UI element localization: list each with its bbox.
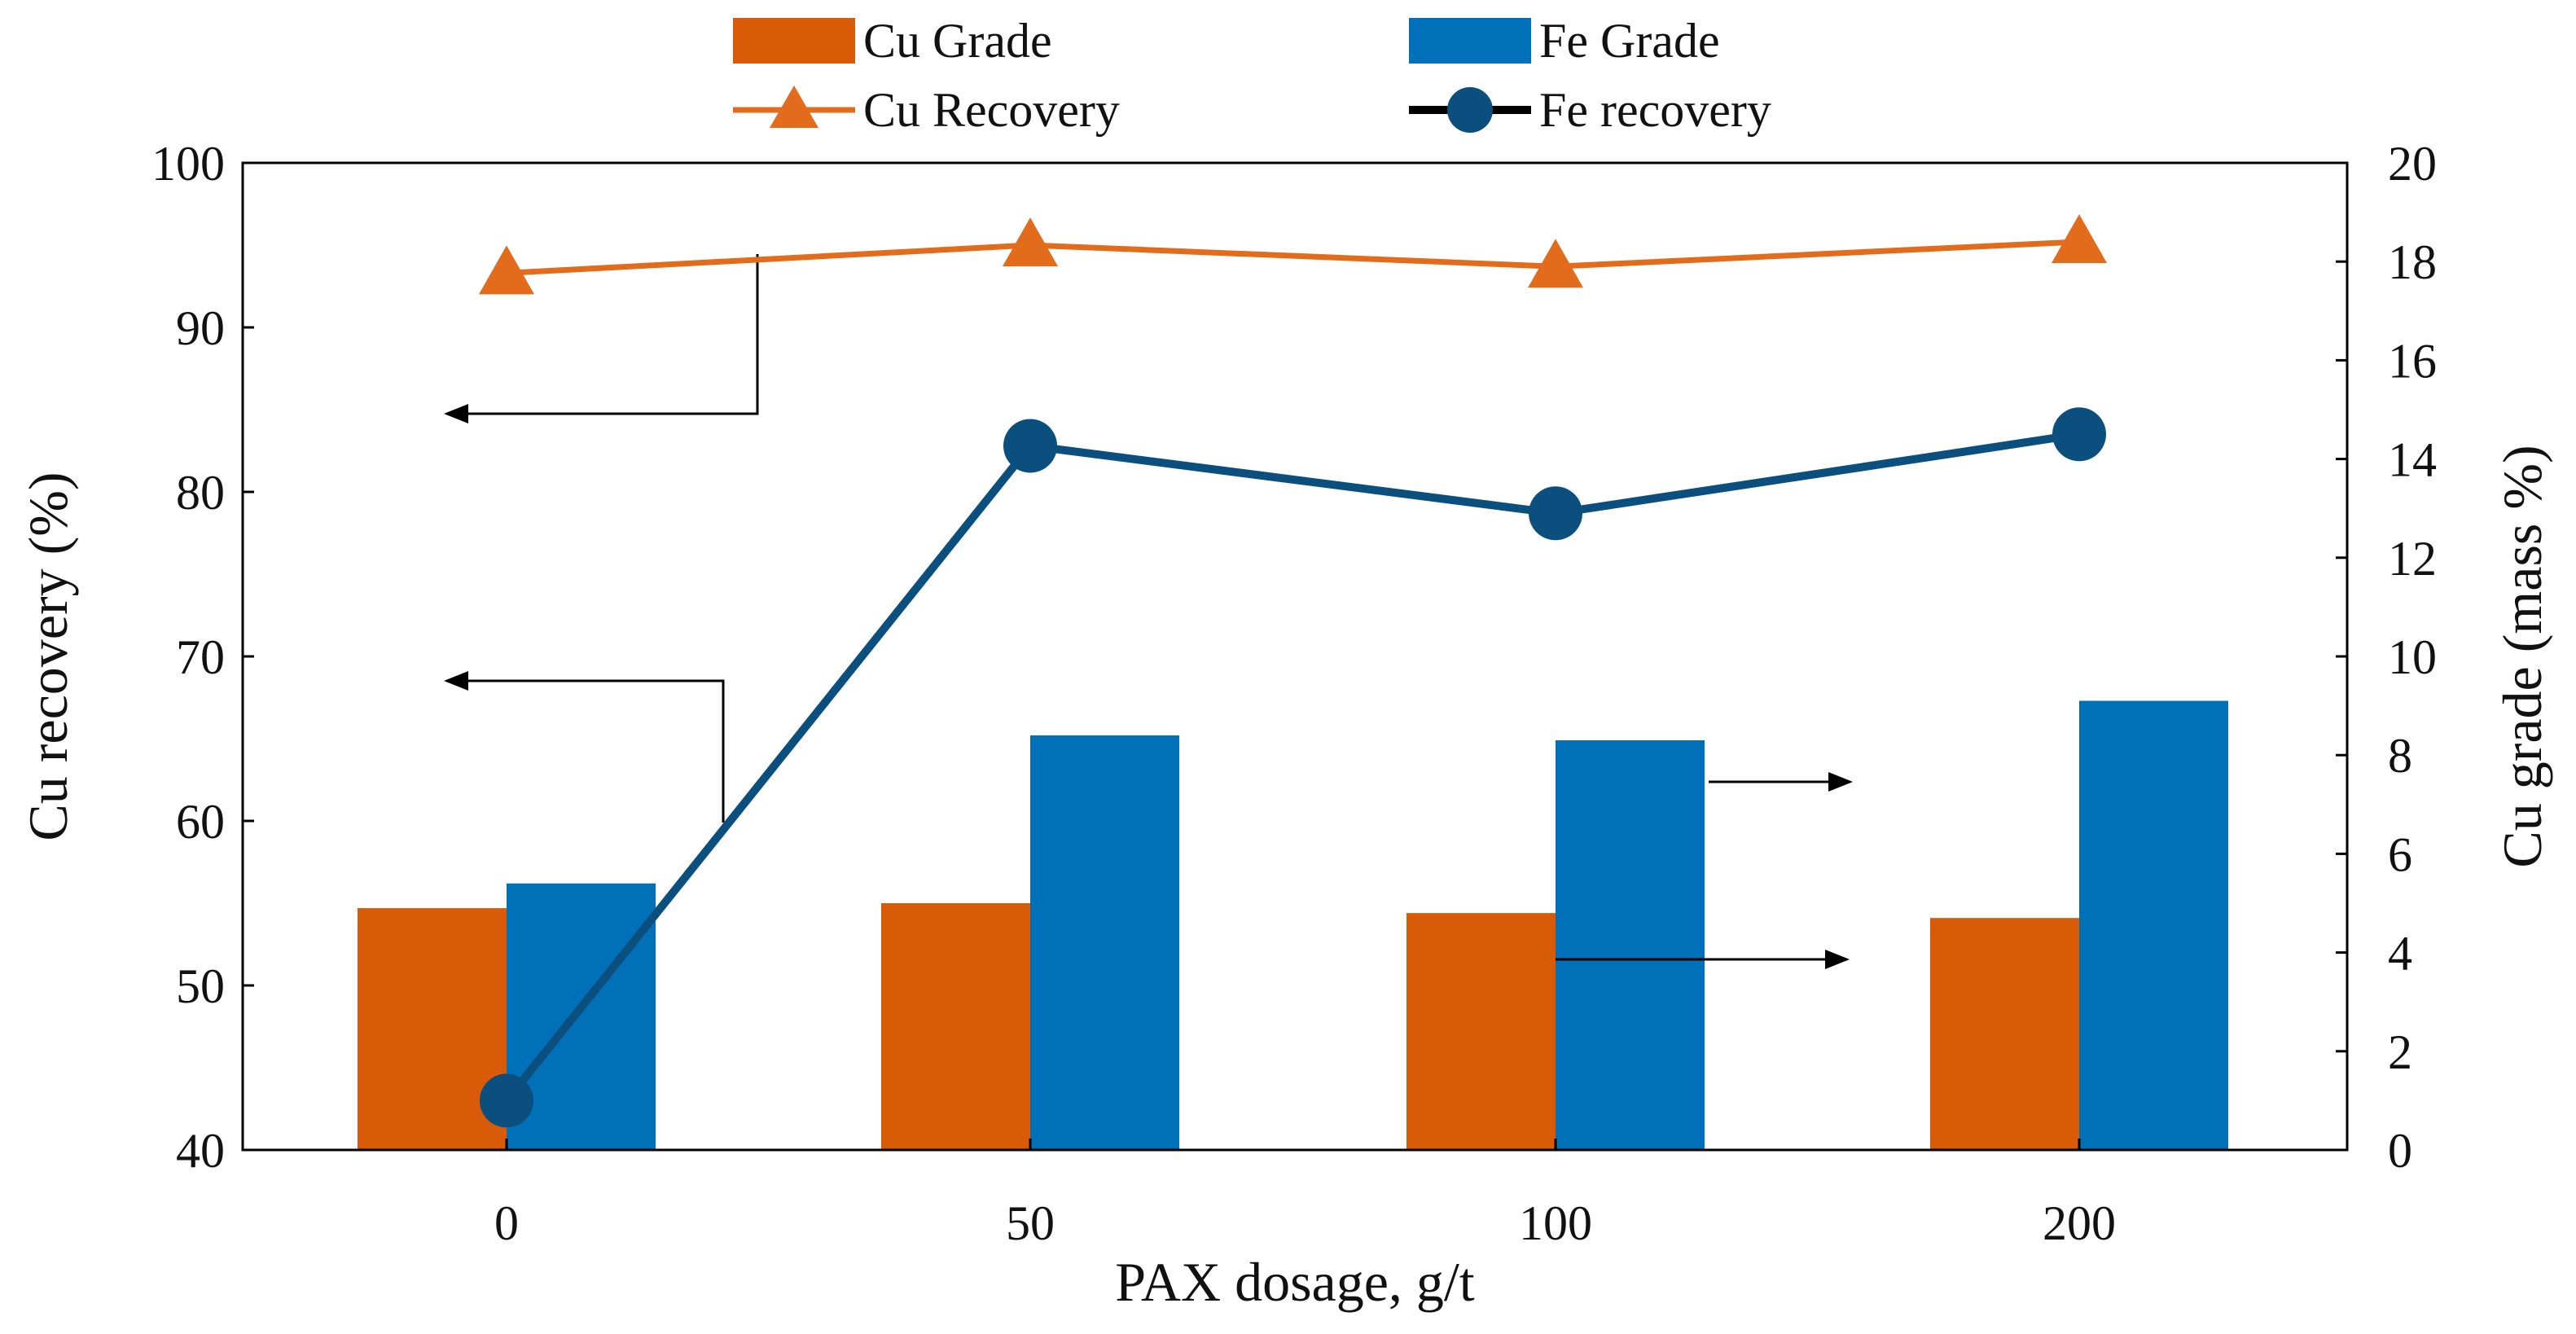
right-tick-label-16: 16 bbox=[2388, 334, 2437, 388]
x-axis-title: PAX dosage, g/t bbox=[1115, 1251, 1475, 1313]
legend-swatch-cu-grade bbox=[733, 18, 855, 64]
marker-cu-recovery-50 bbox=[1003, 217, 1058, 266]
left-tick-label-90: 90 bbox=[176, 301, 225, 355]
left-tick-label-60: 60 bbox=[176, 795, 225, 849]
marker-fe-recovery-50 bbox=[1003, 419, 1057, 473]
right-tick-label-0: 0 bbox=[2388, 1124, 2412, 1178]
bar-fe-grade-200 bbox=[2079, 700, 2228, 1150]
bar-cu-grade-50 bbox=[881, 903, 1030, 1150]
left-tick-label-70: 70 bbox=[176, 630, 225, 684]
legend-label-fe-grade: Fe Grade bbox=[1539, 14, 1720, 68]
x-tick-label-0: 0 bbox=[494, 1196, 519, 1250]
legend-label-cu-recovery: Cu Recovery bbox=[863, 83, 1120, 137]
bar-fe-grade-100 bbox=[1556, 740, 1705, 1150]
axis-pointer-arrow-2 bbox=[444, 671, 725, 823]
x-tick-label-200: 200 bbox=[2043, 1196, 2116, 1250]
right-tick-label-10: 10 bbox=[2388, 630, 2437, 684]
axis-pointer-arrow-1 bbox=[444, 254, 759, 423]
x-tick-label-50: 50 bbox=[1006, 1196, 1055, 1250]
left-tick-label-100: 100 bbox=[151, 137, 225, 191]
bar-cu-grade-100 bbox=[1406, 913, 1556, 1150]
left-tick-label-50: 50 bbox=[176, 959, 225, 1013]
marker-cu-recovery-100 bbox=[1528, 239, 1583, 288]
marker-cu-recovery-200 bbox=[2052, 213, 2107, 263]
marker-fe-recovery-100 bbox=[1529, 486, 1582, 541]
line-cu-recovery bbox=[506, 239, 2080, 276]
left-tick-label-80: 80 bbox=[176, 466, 225, 520]
marker-fe-recovery-200 bbox=[2052, 407, 2106, 462]
right-tick-label-2: 2 bbox=[2388, 1025, 2412, 1079]
right-tick-label-20: 20 bbox=[2388, 137, 2437, 191]
left-tick-label-40: 40 bbox=[176, 1124, 225, 1178]
legend-label-fe-recovery: Fe recovery bbox=[1539, 83, 1771, 137]
legend-marker-cu-recovery bbox=[770, 86, 818, 128]
bar-fe-grade-50 bbox=[1030, 735, 1179, 1150]
x-tick-label-100: 100 bbox=[1519, 1196, 1592, 1250]
right-tick-label-18: 18 bbox=[2388, 235, 2437, 289]
right-tick-label-8: 8 bbox=[2388, 729, 2412, 783]
marker-cu-recovery-0 bbox=[479, 245, 534, 295]
bar-cu-grade-200 bbox=[1930, 918, 2079, 1150]
right-tick-label-12: 12 bbox=[2388, 532, 2437, 586]
left-axis-title: Cu recovery (%) bbox=[17, 472, 79, 840]
marker-fe-recovery-0 bbox=[480, 1073, 533, 1128]
legend-label-cu-grade: Cu Grade bbox=[863, 14, 1052, 68]
right-tick-label-4: 4 bbox=[2388, 927, 2412, 981]
right-tick-label-14: 14 bbox=[2388, 433, 2437, 487]
legend-marker-fe-recovery bbox=[1447, 87, 1493, 133]
right-axis-title: Cu grade (mass %) bbox=[2491, 445, 2553, 867]
legend-swatch-fe-grade bbox=[1409, 18, 1531, 64]
right-tick-label-6: 6 bbox=[2388, 827, 2412, 881]
line-fe-recovery bbox=[503, 430, 2080, 1104]
